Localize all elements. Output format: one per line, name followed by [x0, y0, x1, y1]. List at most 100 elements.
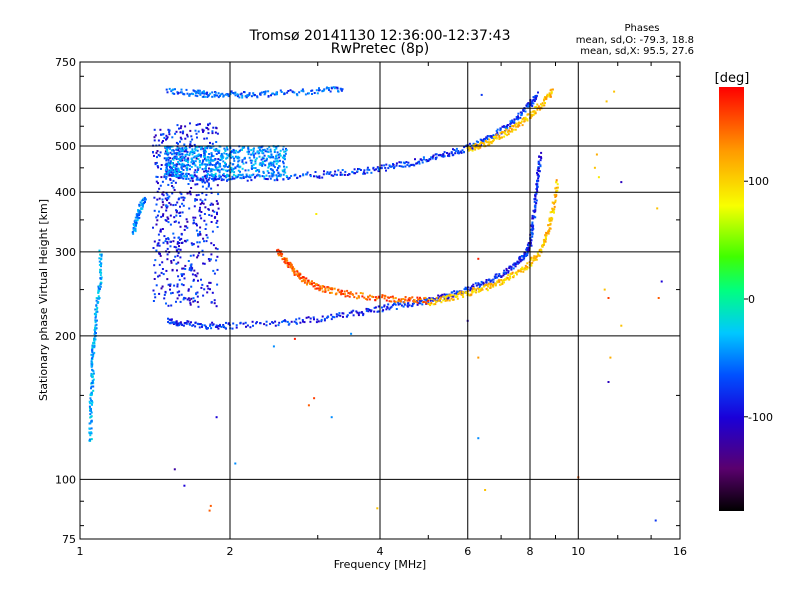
data-point: [482, 285, 485, 288]
data-point: [319, 285, 322, 288]
data-point: [225, 153, 228, 155]
data-point: [182, 169, 185, 171]
data-point: [419, 296, 421, 299]
data-point: [537, 175, 540, 178]
data-point: [197, 323, 200, 326]
data-point: [161, 133, 164, 136]
data-point: [654, 519, 657, 522]
data-point: [435, 153, 438, 156]
data-point: [270, 94, 272, 97]
data-point: [173, 220, 176, 223]
data-point: [276, 157, 279, 160]
data-point: [302, 276, 305, 279]
data-point: [324, 288, 327, 291]
data-point: [206, 174, 209, 177]
data-point: [331, 315, 334, 318]
data-point: [217, 152, 220, 154]
data-point: [536, 108, 539, 111]
data-point: [232, 167, 235, 170]
data-point: [207, 132, 210, 135]
data-point: [346, 174, 349, 176]
data-point: [284, 320, 287, 323]
data-point: [219, 325, 221, 328]
data-point: [256, 173, 259, 176]
data-point: [258, 175, 261, 178]
data-point: [179, 211, 182, 214]
data-point: [185, 178, 188, 180]
data-point: [200, 217, 203, 220]
data-point: [166, 148, 168, 151]
data-point: [293, 91, 296, 94]
data-point: [207, 178, 210, 181]
data-point: [419, 158, 422, 161]
data-point: [100, 253, 103, 256]
data-point: [214, 94, 217, 97]
data-point: [211, 230, 214, 233]
data-point: [533, 200, 536, 203]
data-point: [304, 279, 307, 282]
data-point: [199, 226, 202, 229]
data-point: [306, 281, 309, 284]
data-point: [216, 213, 218, 216]
data-point: [177, 261, 180, 264]
data-point: [92, 372, 95, 375]
data-point: [432, 299, 434, 302]
data-point: [166, 199, 168, 202]
data-point: [187, 289, 190, 292]
data-point: [327, 87, 330, 89]
data-point: [162, 213, 165, 216]
data-point: [170, 321, 173, 324]
data-point: [197, 233, 199, 236]
data-point: [245, 173, 248, 176]
data-point: [203, 170, 206, 173]
data-point: [527, 102, 530, 105]
data-point: [423, 297, 426, 300]
data-point: [211, 291, 214, 294]
data-point: [368, 298, 371, 301]
data-point: [281, 156, 284, 159]
data-point: [250, 153, 253, 156]
data-point: [226, 170, 229, 173]
data-point: [176, 323, 179, 326]
data-point: [496, 276, 499, 279]
data-point: [92, 378, 95, 381]
data-point: [191, 162, 194, 165]
data-point: [169, 240, 172, 243]
data-point: [155, 223, 158, 226]
data-point: [153, 196, 156, 199]
data-point: [342, 293, 345, 295]
data-point: [447, 154, 450, 157]
data-point: [537, 161, 540, 164]
data-point: [141, 203, 144, 206]
data-point: [389, 306, 392, 309]
data-point: [164, 150, 167, 153]
data-point: [201, 160, 204, 163]
data-point: [485, 283, 488, 286]
data-point: [90, 415, 93, 418]
data-point: [444, 299, 447, 302]
data-point: [550, 88, 553, 91]
data-point: [529, 258, 532, 261]
data-point: [204, 158, 207, 161]
data-point: [210, 191, 213, 194]
data-point: [223, 147, 226, 150]
data-point: [476, 146, 479, 149]
data-point: [301, 88, 304, 91]
data-point: [198, 145, 200, 148]
data-point: [183, 484, 186, 487]
data-point: [480, 144, 483, 147]
data-point: [177, 236, 180, 239]
data-point: [443, 151, 446, 154]
data-point: [237, 151, 240, 154]
data-point: [408, 164, 411, 167]
data-point: [270, 162, 273, 165]
data-point: [385, 169, 387, 172]
data-point: [490, 135, 493, 138]
data-point: [195, 157, 198, 160]
data-point: [157, 242, 160, 245]
data-point: [97, 297, 99, 300]
data-point: [171, 291, 174, 294]
data-point: [219, 145, 222, 148]
data-point: [330, 174, 333, 177]
data-point: [422, 156, 425, 159]
